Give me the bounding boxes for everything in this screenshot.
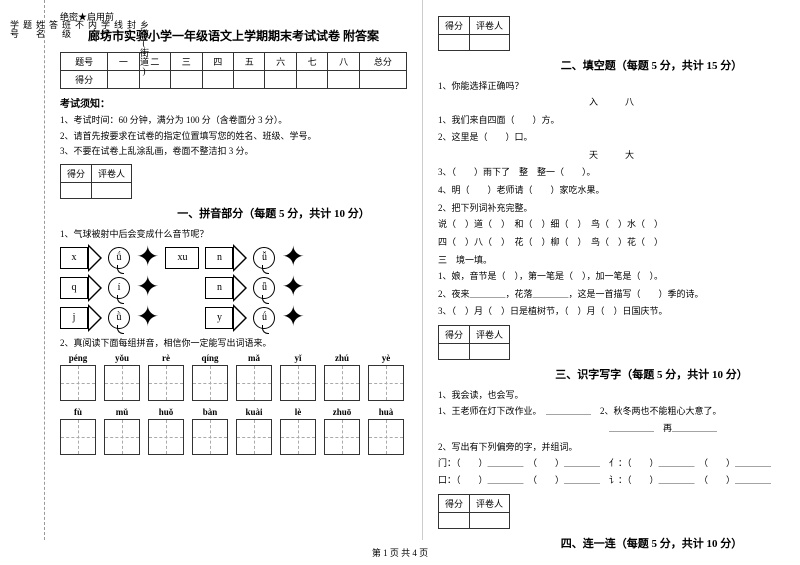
star-icon: ✦ [281,277,304,299]
section3-title: 三、识字写字（每题 5 分，共计 10 分） [518,366,785,382]
question: 1、我会读，也会写。 [438,388,785,401]
tian-grid[interactable] [60,365,96,401]
binding-mark: 答 [47,20,60,520]
score-header: 七 [296,53,327,71]
question: 1、你能选择正确吗？ [438,79,785,92]
score-header: 总分 [359,53,406,71]
star-icon: ✦ [281,247,304,269]
score-header: 六 [265,53,296,71]
section2-title: 二、填空题（每题 5 分，共计 15 分） [518,57,785,73]
section-score-box: 得分评卷人 [438,494,510,529]
score-header: 四 [202,53,233,71]
binding-margin: 学号 题 姓名 答 班级 不 内 学校 线 封 乡镇(街道) [0,0,45,540]
pinyin-diagram: x ǘ ✦ xu n ǚ ✦ q í ✦ n ǖ ✦ j ǜ ✦ [60,244,407,332]
section-score-box: 得分评卷人 [438,325,510,360]
star-icon: ✦ [281,307,304,329]
section-score-box: 得分评卷人 [438,16,510,51]
binding-mark: 题 [21,20,34,520]
question: 2、写出有下列偏旁的字，并组词。 [438,440,785,453]
binding-label: 学号 [8,20,21,520]
score-header: 三 [171,53,202,71]
section1-title: 一、拼音部分（每题 5 分，共计 10 分） [140,205,407,221]
score-header: 五 [233,53,264,71]
right-column: 得分评卷人 二、填空题（每题 5 分，共计 15 分） 1、你能选择正确吗？ 入… [423,0,800,540]
score-header: 八 [328,53,359,71]
page-footer: 第 1 页 共 4 页 [0,546,800,559]
binding-label: 姓名 [34,20,47,520]
question: 2、把下列词补充完整。 [438,201,785,214]
